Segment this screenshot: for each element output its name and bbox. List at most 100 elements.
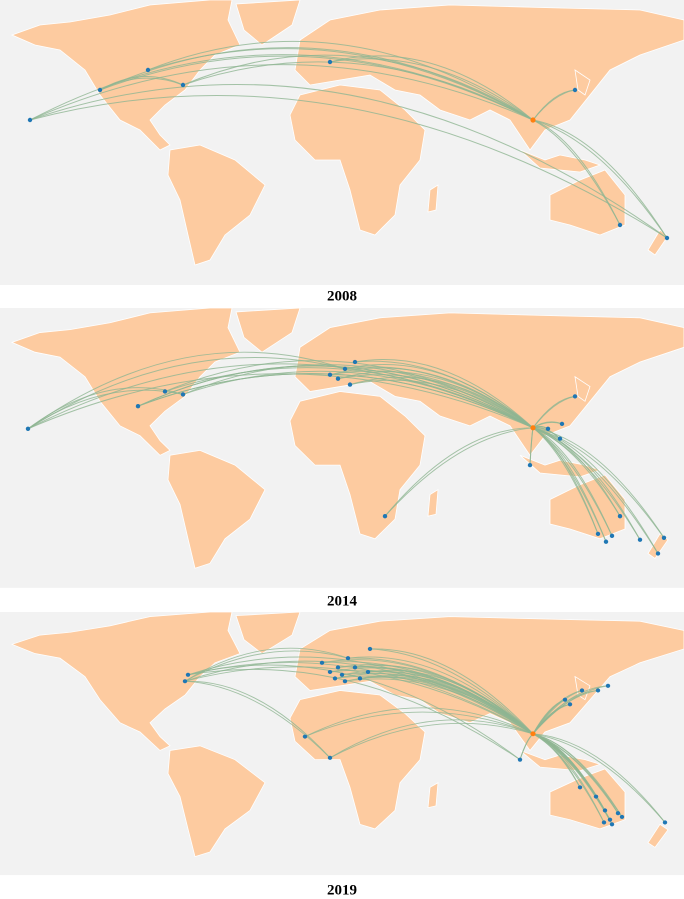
route-arc — [182, 370, 534, 429]
site-dot — [595, 531, 601, 537]
site-dot — [605, 683, 611, 688]
site-dot — [27, 117, 33, 123]
site-dot — [97, 87, 103, 93]
site-dot — [572, 87, 578, 93]
hub-dot — [530, 425, 536, 431]
route-arc — [354, 360, 534, 429]
site-dot — [302, 734, 308, 739]
site-dot — [545, 426, 551, 431]
route-arc — [532, 427, 659, 554]
site-dot — [352, 359, 358, 365]
route-arc — [187, 668, 521, 761]
route-arc — [137, 373, 534, 429]
site-dot — [319, 660, 325, 665]
route-arc — [532, 733, 613, 825]
site-dot — [602, 808, 608, 813]
route-arc — [532, 427, 613, 537]
route-arc — [329, 719, 534, 759]
hub-dot — [530, 731, 536, 737]
site-dot — [367, 646, 373, 651]
site-dot — [347, 382, 353, 387]
route-arc — [532, 119, 621, 226]
route-arc — [532, 733, 623, 818]
site-dot — [562, 697, 568, 702]
site-dot — [593, 794, 599, 799]
route-arc — [27, 373, 534, 430]
hub-dot — [530, 117, 536, 123]
site-dot — [662, 820, 668, 825]
route-arc — [137, 365, 534, 429]
route-arc — [532, 733, 666, 823]
route-arc — [359, 676, 534, 735]
route-arc — [27, 357, 346, 430]
route-arc — [532, 421, 563, 429]
route-arc — [532, 119, 668, 239]
site-dot — [517, 757, 523, 762]
route-arc — [29, 95, 668, 239]
route-arc — [532, 427, 641, 541]
route-arc — [349, 379, 534, 429]
site-dot — [327, 755, 333, 760]
route-arc — [184, 650, 349, 682]
route-arc — [532, 119, 668, 239]
site-dot — [25, 426, 31, 431]
route-arc — [182, 61, 534, 121]
route-arc — [184, 680, 331, 759]
site-dot — [135, 404, 141, 409]
site-dot — [595, 688, 601, 693]
route-arc — [99, 76, 184, 91]
site-dot — [365, 669, 371, 675]
site-dot — [619, 814, 625, 819]
panel-caption: 2014 — [327, 593, 358, 609]
route-arc — [384, 427, 534, 517]
route-arc — [369, 648, 534, 735]
site-dot — [579, 688, 585, 693]
site-dot — [180, 82, 186, 88]
route-arc — [187, 662, 534, 735]
route-arc — [99, 55, 534, 121]
route-arc — [184, 680, 331, 759]
site-dot — [345, 656, 351, 661]
panel-caption: 2008 — [327, 288, 357, 304]
route-arc — [349, 376, 534, 429]
route-arc — [334, 675, 534, 735]
site-dot — [609, 822, 615, 827]
site-dot — [145, 67, 151, 73]
site-dot — [559, 421, 565, 427]
site-dot — [637, 537, 643, 542]
site-dot — [609, 533, 615, 538]
map-panel — [0, 0, 684, 286]
site-dot — [182, 679, 188, 684]
site-dot — [567, 702, 573, 707]
site-dot — [162, 389, 168, 394]
route-arc — [329, 722, 534, 759]
route-arc — [369, 648, 534, 735]
site-dot — [615, 811, 621, 816]
site-dot — [185, 672, 191, 677]
route-arc — [99, 77, 184, 91]
site-dot — [572, 394, 578, 399]
site-dot — [617, 514, 623, 519]
site-dot — [335, 376, 341, 381]
route-arc — [29, 83, 668, 239]
route-arc — [532, 427, 641, 540]
route-arc — [29, 64, 534, 121]
site-dot — [357, 676, 363, 681]
route-arc — [99, 47, 534, 121]
route-arc — [532, 685, 609, 735]
route-arc — [347, 656, 534, 735]
site-dot — [577, 785, 583, 790]
route-arc — [532, 427, 607, 542]
route-arc — [27, 351, 346, 430]
site-dot — [382, 514, 388, 519]
route-arc — [354, 359, 534, 429]
site-dot — [342, 366, 348, 372]
route-arc — [147, 40, 534, 121]
route-arc — [532, 427, 665, 539]
route-arc — [532, 733, 666, 823]
route-arc — [367, 669, 534, 735]
route-arc — [187, 664, 521, 761]
route-arc — [147, 48, 534, 121]
site-dot — [327, 669, 333, 675]
route-arc — [532, 427, 659, 554]
